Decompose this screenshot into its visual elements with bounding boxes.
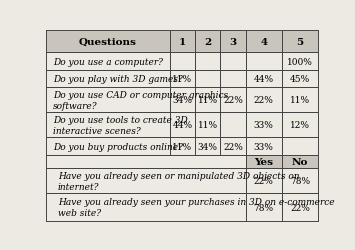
Bar	[170, 53, 195, 70]
Text: 11%: 11%	[290, 96, 310, 105]
Text: Do you use tools to create 3D
interactive scenes?: Do you use tools to create 3D interactiv…	[53, 116, 188, 136]
Bar	[195, 88, 220, 113]
Bar	[282, 138, 318, 155]
Bar	[195, 138, 220, 155]
Text: 3: 3	[229, 38, 236, 46]
Bar	[246, 193, 282, 222]
Text: 78%: 78%	[254, 203, 274, 212]
Bar	[246, 53, 282, 70]
Bar	[195, 113, 220, 138]
Bar	[282, 113, 318, 138]
Text: No: No	[292, 157, 308, 166]
Text: Questions: Questions	[79, 38, 137, 46]
Text: Have you already seen your purchases in 3D on e-commerce
web site?: Have you already seen your purchases in …	[58, 198, 334, 218]
Bar	[46, 70, 170, 88]
Bar	[170, 70, 195, 88]
Text: 22%: 22%	[254, 176, 274, 185]
Bar	[195, 31, 220, 53]
Text: 12%: 12%	[290, 121, 310, 130]
Bar	[195, 70, 220, 88]
Bar	[282, 168, 318, 193]
Bar	[195, 53, 220, 70]
Text: 1: 1	[179, 38, 186, 46]
Bar	[46, 31, 170, 53]
Bar	[170, 31, 195, 53]
Text: 22%: 22%	[254, 96, 274, 105]
Bar	[220, 113, 246, 138]
Text: 33%: 33%	[254, 121, 274, 130]
Bar	[46, 155, 246, 168]
Text: 4: 4	[260, 38, 267, 46]
Bar	[46, 53, 170, 70]
Text: 44%: 44%	[172, 121, 192, 130]
Bar	[220, 88, 246, 113]
Bar	[46, 113, 170, 138]
Bar	[170, 138, 195, 155]
Bar	[282, 70, 318, 88]
Bar	[282, 53, 318, 70]
Bar	[220, 138, 246, 155]
Text: 11%: 11%	[172, 75, 192, 84]
Text: 11%: 11%	[198, 121, 218, 130]
Text: 33%: 33%	[254, 142, 274, 151]
Text: Yes: Yes	[254, 157, 273, 166]
Bar	[246, 155, 282, 168]
Text: Do you play with 3D games?: Do you play with 3D games?	[53, 75, 183, 84]
Bar	[282, 193, 318, 222]
Bar	[46, 88, 170, 113]
Bar	[170, 113, 195, 138]
Text: 11%: 11%	[172, 142, 192, 151]
Bar	[246, 31, 282, 53]
Bar	[246, 70, 282, 88]
Bar	[246, 168, 282, 193]
Text: 22%: 22%	[290, 203, 310, 212]
Bar	[220, 31, 246, 53]
Text: Do you buy products online?: Do you buy products online?	[53, 142, 183, 151]
Bar	[46, 193, 246, 222]
Text: 22%: 22%	[223, 142, 243, 151]
Text: 78%: 78%	[290, 176, 310, 185]
Text: 5: 5	[296, 38, 304, 46]
Text: 100%: 100%	[287, 58, 313, 66]
Text: 44%: 44%	[254, 75, 274, 84]
Text: 34%: 34%	[198, 142, 218, 151]
Text: 11%: 11%	[198, 96, 218, 105]
Bar	[170, 88, 195, 113]
Bar	[282, 88, 318, 113]
Bar	[46, 138, 170, 155]
Bar	[220, 53, 246, 70]
Bar	[282, 31, 318, 53]
Bar	[246, 138, 282, 155]
Bar	[246, 113, 282, 138]
Text: 22%: 22%	[223, 96, 243, 105]
Text: Have you already seen or manipulated 3D objects on
internet?: Have you already seen or manipulated 3D …	[58, 171, 299, 191]
Bar	[220, 70, 246, 88]
Text: 2: 2	[204, 38, 211, 46]
Bar	[246, 88, 282, 113]
Bar	[46, 168, 246, 193]
Text: Do you use a computer?: Do you use a computer?	[53, 58, 163, 66]
Text: Do you use CAD or computer graphics
software?: Do you use CAD or computer graphics soft…	[53, 90, 228, 110]
Bar	[282, 155, 318, 168]
Text: 45%: 45%	[290, 75, 310, 84]
Text: 34%: 34%	[172, 96, 192, 105]
